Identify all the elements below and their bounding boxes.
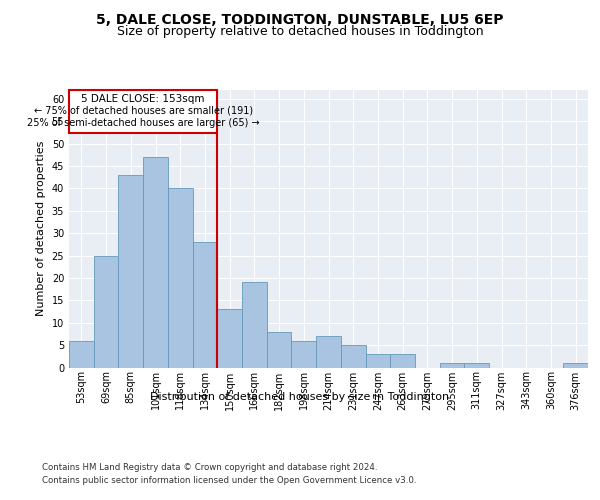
Text: Contains HM Land Registry data © Crown copyright and database right 2024.: Contains HM Land Registry data © Crown c…	[42, 462, 377, 471]
Bar	[193, 242, 217, 368]
Text: ← 75% of detached houses are smaller (191): ← 75% of detached houses are smaller (19…	[34, 106, 253, 116]
Text: 5 DALE CLOSE: 153sqm: 5 DALE CLOSE: 153sqm	[82, 94, 205, 104]
Text: Contains public sector information licensed under the Open Government Licence v3: Contains public sector information licen…	[42, 476, 416, 485]
Bar	[316, 336, 341, 368]
Bar	[440, 363, 464, 368]
Text: 25% of semi-detached houses are larger (65) →: 25% of semi-detached houses are larger (…	[27, 118, 259, 128]
Bar	[143, 157, 168, 368]
Text: Distribution of detached houses by size in Toddington: Distribution of detached houses by size …	[151, 392, 449, 402]
Bar	[118, 175, 143, 368]
Bar	[563, 363, 588, 368]
Bar	[390, 354, 415, 368]
Bar	[94, 256, 118, 368]
Bar	[341, 345, 365, 368]
Bar	[242, 282, 267, 368]
Text: Size of property relative to detached houses in Toddington: Size of property relative to detached ho…	[116, 25, 484, 38]
Bar	[292, 340, 316, 367]
Bar	[365, 354, 390, 368]
Bar	[217, 310, 242, 368]
Y-axis label: Number of detached properties: Number of detached properties	[36, 141, 46, 316]
Bar	[464, 363, 489, 368]
Bar	[267, 332, 292, 368]
Bar	[69, 90, 217, 132]
Bar	[168, 188, 193, 368]
Bar	[69, 340, 94, 367]
Text: 5, DALE CLOSE, TODDINGTON, DUNSTABLE, LU5 6EP: 5, DALE CLOSE, TODDINGTON, DUNSTABLE, LU…	[96, 12, 504, 26]
